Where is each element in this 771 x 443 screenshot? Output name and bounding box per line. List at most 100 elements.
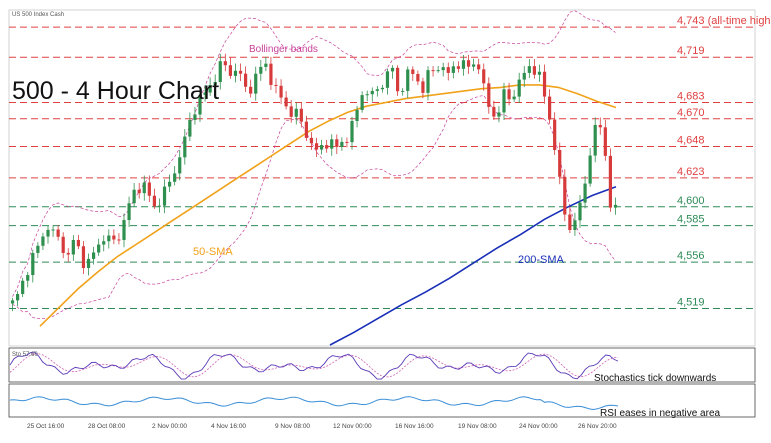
candle-body [426,70,430,93]
candle-body [482,69,486,84]
candle-body [512,96,516,100]
rsi-note: RSI eases in negative area [600,408,721,419]
candle-body [350,121,354,143]
candle-body [213,82,217,86]
source-label: US 500 Index Cash [12,12,64,18]
candle-body [583,183,587,203]
candle-body [421,81,425,93]
candle-body [497,112,501,117]
candle-body [16,294,20,301]
candle-body [608,155,612,208]
candle-body [132,189,136,204]
x-tick-label: 24 Nov 00:00 [519,423,558,430]
candle-body [603,127,607,156]
candle-body [416,73,420,82]
candle-body [61,236,65,253]
candle-body [162,186,167,206]
x-tick-label: 26 Nov 20:00 [578,423,617,430]
candle-body [117,239,121,241]
candle-body [385,71,390,88]
x-tick-label: 2 Nov 00:00 [152,423,187,430]
candle-body [542,71,547,97]
candle-body [168,181,172,187]
candle-body [578,202,582,221]
candle-body [537,71,542,75]
candle-body [259,66,263,74]
candle-body [36,245,40,253]
level-label: 4,519 [677,297,705,309]
candle-body [370,90,374,95]
x-tick-label: 16 Nov 16:00 [395,423,434,430]
x-tick-label: 12 Nov 00:00 [333,423,372,430]
rsi-line [9,396,619,411]
candle-body [142,182,146,194]
candle-body [51,229,55,231]
candle-body [254,73,258,94]
candle-body [86,258,91,268]
candle-body [320,145,324,150]
level-label: 4,743 (all-time high) [677,15,771,27]
candle-body [97,244,101,253]
candle-body [92,252,96,259]
candle-body [238,70,243,74]
level-label: 4,648 [677,134,705,146]
candle-body [406,69,410,91]
candle-body [380,87,384,90]
candle-body [249,86,253,94]
stochastics-note: Stochastics tick downwards [594,373,716,384]
stochastics-lines [9,351,619,380]
candle-body [456,66,460,69]
candle-body [76,239,80,247]
bollinger-label: Bollinger bands [249,44,318,55]
candle-body [122,220,126,240]
candle-body [401,90,405,92]
candle-body [477,64,481,70]
sma50-label: 50-SMA [193,246,233,258]
candlesticks [10,53,618,312]
candle-body [365,94,369,96]
candle-body [461,60,466,69]
candle-body [304,121,308,138]
chart-title: 500 - 4 Hour Chart [12,77,219,105]
candle-body [360,95,364,110]
candle-body [112,235,116,240]
candle-body [218,61,222,83]
candle-body [264,63,268,67]
candle-body [446,67,450,73]
bollinger-bands [12,10,616,320]
x-axis-ticks: 25 Oct 16:00 28 Oct 08:00 2 Nov 00:00 4 Nov… [27,423,617,430]
candle-body [573,220,577,230]
candle-body [472,64,476,67]
candle-body [233,70,238,76]
candle-body [279,85,283,98]
candle-body [102,241,106,245]
candle-body [178,157,182,174]
candle-body [10,300,15,304]
candle-body [507,89,511,100]
x-tick-label: 4 Nov 16:00 [211,423,246,430]
stochastics-readout: Sto 57.60 [12,352,38,358]
candle-body [436,70,440,72]
candle-body [41,236,45,246]
candle-body [183,136,187,158]
candle-body [598,124,602,128]
level-label: 4,556 [677,250,705,262]
candle-body [558,150,562,177]
candle-body [593,124,597,156]
candle-body [487,83,491,107]
bollinger-upper [12,10,616,297]
level-label: 4,719 [677,45,705,57]
candle-body [198,94,202,115]
candle-body [431,70,435,72]
candle-body [228,65,232,76]
candle-body [188,119,192,137]
candle-body [269,63,273,85]
sma200-line [329,185,617,346]
candle-body [411,69,415,74]
level-label: 4,683 [677,90,705,102]
candle-body [441,67,445,71]
candle-body [56,229,60,237]
candle-body [223,61,227,66]
candle-body [157,205,162,207]
candle-body [330,139,334,149]
